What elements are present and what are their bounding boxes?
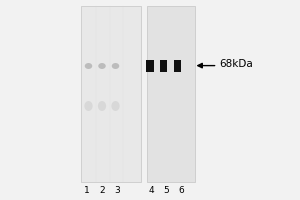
Text: 1: 1 [84,186,90,195]
Text: 6: 6 [178,186,184,195]
Ellipse shape [98,63,106,69]
Bar [81,6,141,182]
Text: 2: 2 [99,186,105,195]
Ellipse shape [111,101,120,111]
Ellipse shape [85,63,92,69]
Bar [174,60,181,72]
Ellipse shape [112,63,119,69]
Ellipse shape [84,101,93,111]
Text: 3: 3 [114,186,120,195]
Bar [146,60,154,72]
Ellipse shape [98,101,106,111]
Text: 4: 4 [149,186,154,195]
Bar [160,60,167,72]
Text: 5: 5 [164,186,169,195]
Text: 68kDa: 68kDa [219,59,253,69]
Bar [147,6,195,182]
